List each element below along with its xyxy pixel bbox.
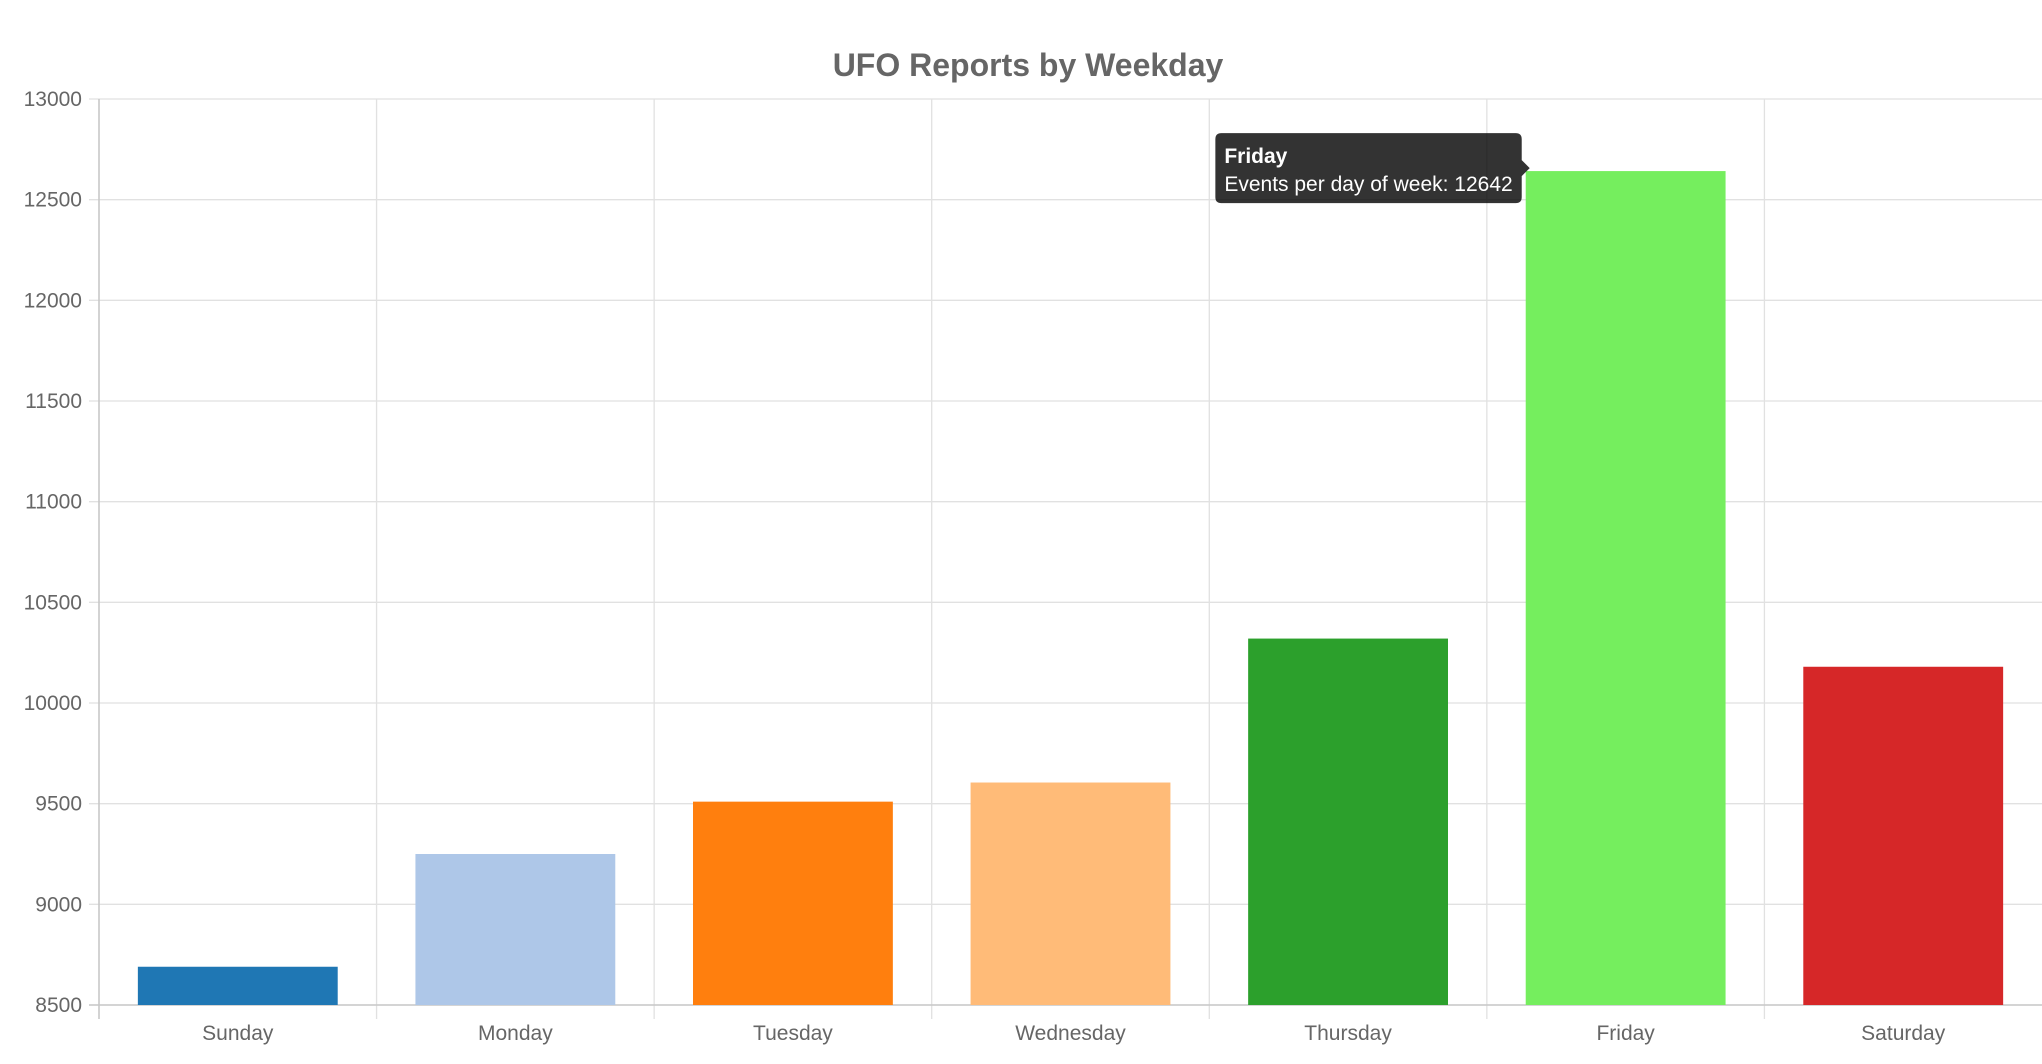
tooltip-box <box>1215 133 1530 204</box>
x-tick-label: Sunday <box>202 1022 274 1045</box>
bars <box>137 171 2004 1005</box>
y-tick-label: 8500 <box>35 994 82 1017</box>
bar-friday[interactable] <box>1525 171 1726 1005</box>
x-tick-label: Wednesday <box>1015 1022 1126 1045</box>
bar-sunday[interactable] <box>137 966 338 1005</box>
x-axis-ticks: Sunday Monday Tuesday Wednesday Thursday Frid… <box>202 1022 1946 1045</box>
y-axis-ticks: 8500 9000 9500 10000 10500 11000 11500 12000 125… <box>24 88 82 1017</box>
y-tick-label: 11500 <box>25 390 82 413</box>
y-tick-label: 11000 <box>25 491 82 514</box>
bar-tooltip: Friday Events per day of week: 12642 <box>1215 133 1530 204</box>
bar-wednesday[interactable] <box>970 782 1171 1005</box>
bar-tuesday[interactable] <box>693 801 893 1005</box>
x-tick-label: Monday <box>478 1022 553 1045</box>
chart-title: UFO Reports by Weekday <box>833 47 1224 83</box>
y-tick-label: 13000 <box>24 88 82 111</box>
y-tick-label: 9500 <box>35 793 82 816</box>
tooltip-title: Friday <box>1224 145 1287 168</box>
y-tick-label: 10000 <box>24 692 82 715</box>
x-tick-label: Thursday <box>1304 1022 1392 1045</box>
y-tick-label: 10500 <box>24 591 82 614</box>
x-tick-label: Friday <box>1596 1022 1655 1045</box>
bar-monday[interactable] <box>415 854 616 1005</box>
x-tick-label: Tuesday <box>753 1022 833 1045</box>
x-tick-label: Saturday <box>1861 1022 1946 1045</box>
bar-thursday[interactable] <box>1248 638 1448 1005</box>
y-tick-label: 12000 <box>24 289 82 312</box>
tooltip-label: Events per day of week: 12642 <box>1224 173 1512 196</box>
y-tick-label: 9000 <box>35 893 82 916</box>
y-tick-label: 12500 <box>24 189 82 212</box>
bar-saturday[interactable] <box>1803 666 2004 1005</box>
